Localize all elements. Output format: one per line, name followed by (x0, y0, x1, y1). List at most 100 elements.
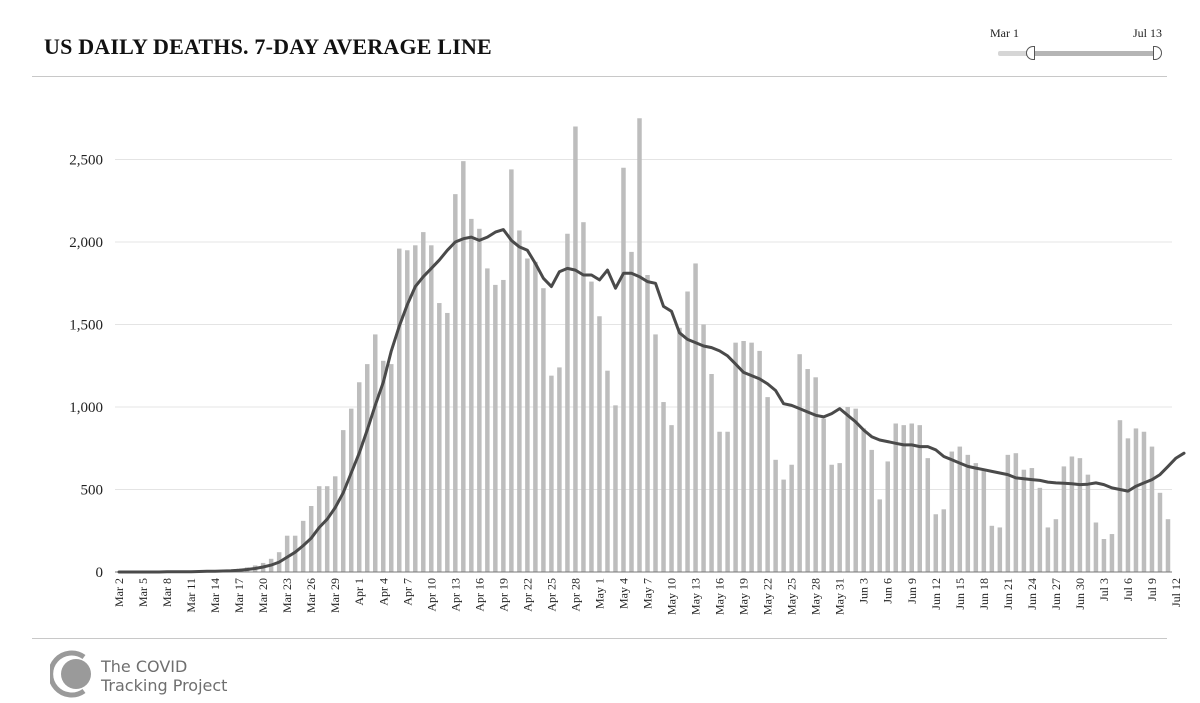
bar (653, 334, 658, 572)
bar (541, 288, 546, 572)
bar (605, 370, 610, 572)
x-tick-label: May 7 (641, 578, 655, 609)
x-tick-label: Jun 18 (977, 578, 991, 610)
bar (757, 350, 762, 572)
y-tick-label: 2,500 (69, 153, 103, 169)
bar (629, 251, 634, 572)
x-tick-label: Mar 8 (160, 578, 174, 607)
bar (453, 194, 458, 572)
bar (853, 408, 858, 572)
bar (1061, 466, 1067, 572)
bar (477, 228, 482, 573)
x-tick-label: May 25 (785, 578, 799, 615)
bar (573, 126, 578, 572)
bar (765, 397, 770, 572)
bar (909, 423, 914, 572)
x-tick-label: Apr 22 (520, 578, 534, 612)
brand-name-line2: Tracking Project (101, 676, 228, 695)
range-end-handle[interactable] (1153, 46, 1162, 60)
x-tick-label: Jul 9 (1145, 578, 1159, 601)
bar (525, 258, 530, 572)
bar (693, 263, 698, 572)
bar (445, 312, 450, 572)
bar (677, 327, 682, 572)
bar (797, 354, 802, 572)
bar (549, 375, 554, 572)
bar (421, 232, 426, 572)
bar (669, 425, 674, 572)
bar (829, 464, 834, 572)
x-tick-label: Mar 17 (232, 578, 246, 613)
bar (348, 408, 354, 572)
bar (517, 230, 522, 572)
bar (741, 341, 746, 572)
bar (1093, 522, 1099, 572)
bottom-divider (32, 638, 1167, 639)
bar (813, 377, 818, 572)
bar (837, 463, 842, 572)
x-tick-label: Jun 27 (1049, 578, 1063, 610)
bar (949, 451, 955, 572)
x-tick-label: Mar 20 (256, 578, 270, 613)
bar (340, 430, 346, 572)
x-tick-label: Jun 12 (929, 578, 943, 610)
x-tick-label: May 31 (833, 578, 847, 615)
x-tick-label: Apr 4 (376, 578, 390, 606)
bar (661, 402, 666, 572)
date-range-slider[interactable]: Mar 1 Jul 13 (990, 26, 1166, 66)
bar (845, 407, 850, 572)
bar (941, 509, 947, 572)
y-tick-label: 1,500 (69, 318, 103, 334)
x-tick-label: Jun 15 (953, 578, 967, 610)
bar (861, 428, 866, 572)
x-tick-label: Mar 14 (208, 578, 222, 613)
bar (1053, 519, 1059, 572)
bar (1109, 534, 1115, 572)
bar (1077, 458, 1083, 572)
y-tick-label: 1,000 (69, 400, 103, 416)
bar (437, 303, 442, 572)
bar (965, 454, 971, 572)
bar (613, 405, 618, 572)
bar (581, 222, 586, 572)
bar (773, 459, 778, 572)
bar (485, 268, 490, 572)
bar (893, 423, 898, 572)
chart-title: US DAILY DEATHS. 7-DAY AVERAGE LINE (44, 34, 492, 59)
x-tick-label: May 19 (737, 578, 751, 615)
bar (917, 425, 923, 572)
range-start-handle[interactable] (1026, 46, 1035, 60)
x-tick-label: Mar 26 (304, 578, 318, 613)
bar (877, 499, 882, 572)
x-tick-label: May 10 (665, 578, 679, 615)
bar (1165, 519, 1171, 572)
bar (885, 461, 890, 572)
bar (1037, 487, 1043, 572)
x-tick-label: Jun 21 (1001, 578, 1015, 610)
x-tick-label: May 28 (809, 578, 823, 615)
bar (645, 275, 650, 572)
bar (381, 360, 386, 572)
x-tick-label: Mar 2 (112, 578, 126, 607)
x-tick-label: May 22 (761, 578, 775, 615)
bar (284, 535, 290, 572)
bar (1021, 469, 1027, 572)
bar (957, 446, 963, 572)
bar (637, 118, 642, 572)
bar (389, 364, 394, 572)
bar (509, 169, 514, 572)
bar (565, 233, 570, 572)
bar (997, 527, 1003, 572)
bar (821, 418, 826, 572)
x-tick-label: Jul 6 (1121, 578, 1135, 601)
bar (709, 374, 714, 572)
bar (933, 514, 939, 572)
bar (469, 218, 474, 572)
bar (356, 382, 362, 572)
bar (1117, 420, 1123, 572)
x-tick-label: Apr 19 (496, 578, 510, 612)
bar (805, 369, 810, 572)
bar (557, 367, 562, 572)
bar (717, 431, 722, 572)
bar (533, 261, 538, 572)
